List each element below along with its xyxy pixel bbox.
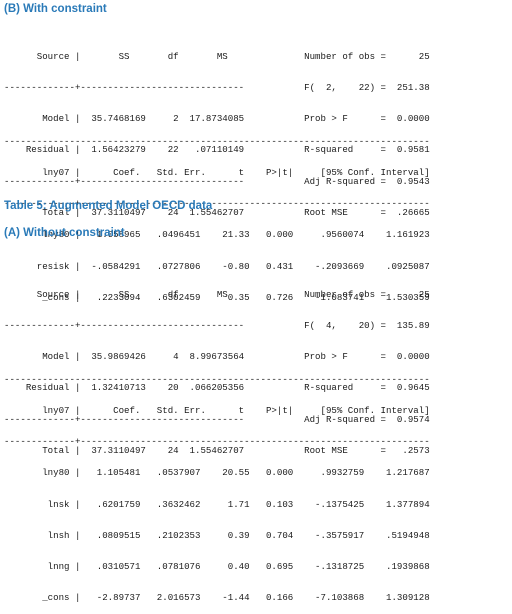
anova-row: Residual | 1.32410713 20 .066205356 R-sq…	[4, 382, 430, 394]
anova-row: -------------+--------------------------…	[4, 175, 430, 187]
table5-title: Table 5: Augmented Model OECD data	[4, 200, 213, 212]
anova-row: Residual | 1.56423279 22 .07110149 R-squ…	[4, 144, 430, 156]
coef-table-a: ----------------------------------------…	[4, 354, 430, 614]
coef-row: ----------------------------------------…	[4, 373, 430, 385]
coef-row: lnsk | .6201759 .3632462 1.71 0.103 -.13…	[4, 498, 430, 510]
section-b-heading: (B) With constraint	[4, 3, 107, 15]
coef-row: resisk | -.0584291 .0727806 -0.80 0.431 …	[4, 260, 430, 272]
coef-row: lny07 | Coef. Std. Err. t P>|t| [95% Con…	[4, 405, 430, 417]
anova-row: Model | 35.7468169 2 17.8734085 Prob > F…	[4, 113, 430, 125]
section-a-heading: (A) Without constraint	[4, 227, 125, 239]
coef-row: -------------+--------------------------…	[4, 436, 430, 448]
anova-row: -------------+--------------------------…	[4, 82, 430, 94]
coef-row: lny80 | 1.058965 .0496451 21.33 0.000 .9…	[4, 229, 430, 241]
coef-row: -------------+--------------------------…	[4, 198, 430, 210]
coef-row: ----------------------------------------…	[4, 135, 430, 147]
anova-row: -------------+--------------------------…	[4, 413, 430, 425]
anova-table-a: Source | SS df MS Number of obs = 25 ---…	[4, 269, 430, 467]
anova-row: -------------+--------------------------…	[4, 320, 430, 332]
anova-row: Total | 37.3110497 24 1.55462707 Root MS…	[4, 206, 430, 218]
anova-row: Source | SS df MS Number of obs = 25	[4, 288, 430, 300]
coef-row: _cons | -2.89737 2.016573 -1.44 0.166 -7…	[4, 592, 430, 604]
coef-row: lny07 | Coef. Std. Err. t P>|t| [95% Con…	[4, 167, 430, 179]
coef-row: lnng | .0310571 .0781076 0.40 0.695 -.13…	[4, 561, 430, 573]
coef-row: _cons | .2233094 .6302459 0.35 0.726 -1.…	[4, 291, 430, 303]
anova-row: Source | SS df MS Number of obs = 25	[4, 50, 430, 62]
coef-table-b: ----------------------------------------…	[4, 116, 430, 314]
anova-row: Model | 35.9869426 4 8.99673564 Prob > F…	[4, 351, 430, 363]
coef-row: lny80 | 1.105481 .0537907 20.55 0.000 .9…	[4, 467, 430, 479]
anova-row: Total | 37.3110497 24 1.55462707 Root MS…	[4, 444, 430, 456]
coef-row: lnsh | .0809515 .2102353 0.39 0.704 -.35…	[4, 529, 430, 541]
anova-table-b: Source | SS df MS Number of obs = 25 ---…	[4, 31, 430, 229]
